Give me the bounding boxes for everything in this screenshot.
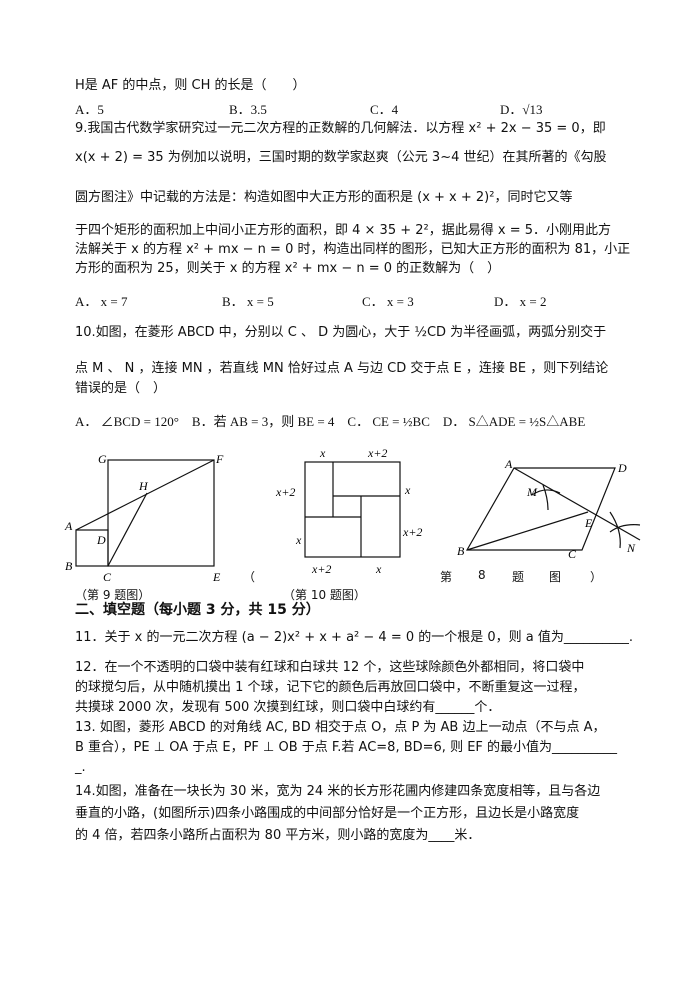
q14-line-2: 垂直的小路，(如图所示)四条小路围成的中间部分恰好是一个正方形，且边长是小路宽度 bbox=[75, 806, 580, 821]
q10-options: A． ∠BCD = 120° B．若 AB = 3，则 BE = 4 C． CE… bbox=[75, 414, 586, 429]
fig9-label-d: D bbox=[96, 533, 106, 547]
q8-option-d: D．√13 bbox=[500, 102, 543, 117]
q9-line-2: x(x + 2) = 35 为例加以说明，三国时期的数学家赵爽（公元 3~4 世… bbox=[75, 150, 607, 165]
fig10-label-bottom-x2: x+2 bbox=[311, 562, 331, 576]
fig10-label-top-x2: x+2 bbox=[367, 446, 387, 460]
figure-9 bbox=[75, 459, 215, 567]
fig8-caption-4: 图 bbox=[549, 570, 562, 584]
fig9-label-b: B bbox=[65, 559, 73, 573]
fig8-label-b: B bbox=[457, 544, 465, 558]
fig8-caption-2: 8 bbox=[478, 568, 486, 582]
q9-line-1: 9.我国古代数学家研究过一元二次方程的正数解的几何解法．以方程 x² + 2x … bbox=[75, 121, 606, 136]
fig10-label-right-x2: x+2 bbox=[402, 525, 422, 539]
q10-line-1: 10.如图，在菱形 ABCD 中，分别以 C 、 D 为圆心，大于 ½CD 为半… bbox=[75, 325, 607, 340]
fig9-line-ch bbox=[107, 492, 148, 567]
figure-stroke bbox=[466, 511, 589, 551]
q9-line-3: 圆方图注》中记载的方法是：构造如图中大正方形的面积是 (x + x + 2)²，… bbox=[75, 190, 573, 205]
fig10-label-bottom-x: x bbox=[375, 562, 382, 576]
q8-option-c: C．4 bbox=[370, 102, 399, 117]
fig8-label-m: M bbox=[526, 485, 538, 499]
fig9-label-g: G bbox=[98, 452, 107, 466]
fig10-caption: （第 10 题图） bbox=[283, 588, 366, 602]
q11-text: 11．关于 x 的一元二次方程 (a − 2)x² + x + a² − 4 =… bbox=[75, 630, 634, 645]
fig8-label-c: C bbox=[568, 547, 577, 561]
fig8-caption-3: 题 bbox=[512, 570, 525, 584]
q12-line-3: 共摸球 2000 次，发现有 500 次摸到红球，则口袋中白球约有______个… bbox=[75, 700, 501, 715]
q9-option-b: B． x = 5 bbox=[222, 294, 274, 309]
fig9-label-h: H bbox=[138, 479, 149, 493]
q12-line-1: 12．在一个不透明的口袋中装有红球和白球共 12 个，这些球除颜色外都相同，将口… bbox=[75, 660, 585, 675]
q9-line-4: 于四个矩形的面积加上中间小正方形的面积，即 4 × 35 + 2²，据此易得 x… bbox=[75, 223, 611, 238]
q12-line-2: 的球搅匀后，从中随机摸出 1 个球，记下它的颜色后再放回口袋中，不断重复这一过程… bbox=[75, 680, 586, 695]
section-2-title: 二、填空题（每小题 3 分，共 15 分） bbox=[75, 602, 320, 618]
fig9-label-f: F bbox=[215, 452, 224, 466]
figure-stroke bbox=[304, 461, 401, 558]
fig9-small-square bbox=[75, 529, 109, 567]
fig10-label-right-x: x bbox=[404, 483, 411, 497]
fig8-caption-close: ） bbox=[590, 570, 603, 584]
figure-stroke bbox=[513, 467, 641, 541]
q9-line-6: 方形的面积为 25，则关于 x 的方程 x² + mx − n = 0 的正数解… bbox=[75, 261, 501, 276]
q9-option-c: C． x = 3 bbox=[362, 294, 414, 309]
fig9-label-e: E bbox=[212, 570, 221, 584]
figures: G F H A D B C E x x+2 x+2 x x x+2 x+2 x bbox=[64, 446, 641, 584]
fig8-label-a: A bbox=[504, 457, 513, 471]
figure-stroke bbox=[465, 467, 616, 551]
figure-stroke bbox=[542, 484, 549, 511]
fig8-caption-open: （ bbox=[243, 570, 256, 584]
q9-option-a: A． x = 7 bbox=[75, 294, 128, 309]
q14-line-3: 的 4 倍，若四条小路所占面积为 80 平方米，则小路的宽度为____米． bbox=[75, 828, 481, 843]
q9-option-d: D． x = 2 bbox=[494, 294, 547, 309]
fig8-label-d: D bbox=[617, 461, 627, 475]
fig9-big-square bbox=[107, 459, 215, 567]
q8-option-a: A．5 bbox=[75, 102, 104, 117]
q10-line-2: 点 M 、 N ，连接 MN ，若直线 MN 恰好过点 A 与边 CD 交于点 … bbox=[75, 361, 609, 376]
fig10-label-left-x: x bbox=[295, 533, 302, 547]
fig9-label-a: A bbox=[64, 519, 73, 533]
fig8-label-n: N bbox=[626, 541, 636, 555]
q14-line-1: 14.如图，准备在一块长为 30 米，宽为 24 米的长方形花圃内修建四条宽度相… bbox=[75, 784, 601, 799]
fig10-label-left-x2: x+2 bbox=[275, 485, 295, 499]
q8-option-b: B．3.5 bbox=[229, 102, 267, 117]
figure-10 bbox=[304, 461, 401, 558]
fig9-label-c: C bbox=[103, 570, 112, 584]
figure-8 bbox=[465, 467, 641, 551]
q13-line-3: _. bbox=[75, 760, 86, 775]
q10-line-3: 错误的是（ ） bbox=[75, 381, 167, 396]
fig9-caption: （第 9 题图） bbox=[75, 588, 151, 602]
q9-line-5: 法解关于 x 的方程 x² + mx − n = 0 时，构造出同样的图形，已知… bbox=[75, 242, 631, 257]
fig10-label-top-x: x bbox=[319, 446, 326, 460]
q8-tail-text: H是 AF 的中点，则 CH 的长是（ ） bbox=[75, 78, 306, 93]
fig8-label-e: E bbox=[584, 516, 593, 530]
figure-stroke bbox=[531, 489, 561, 496]
figure-stroke bbox=[609, 511, 621, 549]
fig8-caption-1: 第 bbox=[440, 570, 453, 584]
fig9-line-af bbox=[75, 459, 215, 531]
q13-line-2: B 重合），PE ⊥ OA 于点 E，PF ⊥ OB 于点 F.若 AC=8, … bbox=[75, 740, 618, 755]
figure-stroke bbox=[609, 524, 641, 533]
q13-line-1: 13. 如图，菱形 ABCD 的对角线 AC, BD 相交于点 O，点 P 为 … bbox=[75, 720, 606, 735]
